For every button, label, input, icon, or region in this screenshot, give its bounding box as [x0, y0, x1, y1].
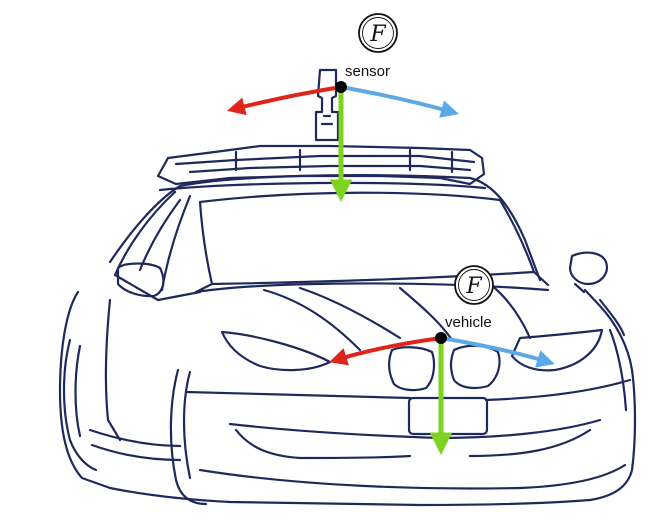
- roof-sensor-rig: [156, 68, 486, 186]
- left-headlight: [220, 330, 332, 372]
- vehicle-y-axis-arrow: [439, 336, 555, 368]
- sensor-frame-badge: F: [358, 13, 398, 53]
- grille-left: [388, 346, 436, 392]
- car-body: [58, 288, 637, 507]
- sensor-x-axis-arrow: [227, 85, 343, 116]
- front-left-wheel: [169, 368, 208, 506]
- vehicle-origin-point: [435, 332, 447, 344]
- rear-left-wheel: [62, 338, 98, 472]
- license-plate: [407, 396, 489, 436]
- car-outline: [58, 174, 637, 507]
- right-mirror: [568, 251, 608, 286]
- sensor-badge-letter: F: [369, 22, 386, 47]
- grille-right: [449, 344, 501, 390]
- right-headlight: [510, 328, 604, 372]
- left-mirror: [116, 262, 165, 298]
- roof-rack: [156, 144, 486, 186]
- sensor-frame: F sensor: [227, 13, 459, 202]
- sensor-mast: [314, 68, 340, 142]
- sensor-frame-label: sensor: [345, 63, 390, 80]
- vehicle-badge-ring: [454, 265, 494, 305]
- vehicle-badge-letter: F: [465, 274, 482, 299]
- sensor-y-axis-arrow: [339, 85, 459, 118]
- sensor-badge-ring: [358, 13, 398, 53]
- car-roof: [108, 174, 542, 282]
- vehicle-frame-badge: F: [454, 265, 494, 305]
- vehicle-frame-label: vehicle: [445, 314, 492, 331]
- vehicle-x-axis-arrow: [329, 336, 443, 366]
- vehicle-frame: F vehicle: [329, 265, 555, 455]
- sensor-origin-point: [335, 81, 347, 93]
